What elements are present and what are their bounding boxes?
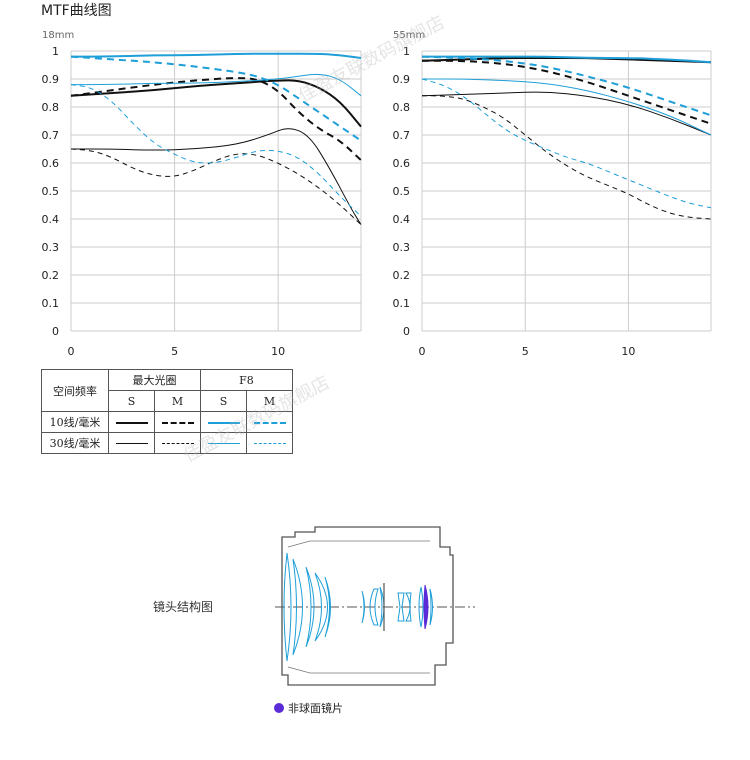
- lens-diagram-label: 镜头结构图: [153, 600, 214, 614]
- lens-element-2: [292, 558, 303, 656]
- lens-element-1: [283, 552, 292, 662]
- series-line-4: [71, 52, 362, 59]
- series-line-7: [70, 84, 362, 217]
- legend-header-max-aperture: 最大光圈: [108, 369, 201, 391]
- series-line-1: [70, 77, 362, 161]
- y-tick-label: 0.3: [42, 241, 60, 254]
- x-tick-label: 5: [522, 345, 529, 358]
- aspherical-dot-icon: [274, 703, 284, 713]
- y-tick-label: 0.8: [393, 101, 411, 114]
- lens-diagram: [275, 526, 475, 686]
- y-tick-label: 0.6: [393, 157, 411, 170]
- x-tick-label: 5: [171, 345, 178, 358]
- y-tick-label: 0.2: [42, 269, 60, 282]
- y-tick-label: 0.1: [393, 297, 411, 310]
- legend-swatch-10-max-s: [108, 411, 155, 433]
- lens-element-8: [379, 586, 385, 628]
- legend-header-frequency: 空间频率: [41, 369, 109, 412]
- page-title: MTF曲线图: [41, 3, 112, 19]
- y-tick-label: 0.2: [393, 269, 411, 282]
- y-tick-label: 0.3: [393, 241, 411, 254]
- lens-housing: [281, 526, 454, 686]
- series-line-2: [70, 128, 362, 225]
- lens-element-aspherical: [423, 584, 429, 630]
- y-tick-label: 0.1: [42, 297, 60, 310]
- lens-element-6: [361, 590, 365, 624]
- lens-element-3: [305, 566, 315, 648]
- y-tick-label: 1: [52, 45, 59, 58]
- legend-swatch-30-max-m: [154, 432, 201, 454]
- y-tick-label: 0.7: [393, 129, 411, 142]
- series-line-5: [421, 55, 712, 117]
- y-tick-label: 0.4: [393, 213, 411, 226]
- series-line-5: [70, 55, 362, 142]
- y-tick-label: 0.8: [42, 101, 60, 114]
- legend-s-max: S: [108, 390, 155, 412]
- y-tick-label: 0.5: [42, 185, 60, 198]
- legend-m-max: M: [154, 390, 201, 412]
- focal-length-label: 55mm: [393, 30, 425, 41]
- series-line-6: [71, 73, 362, 97]
- series-line-7: [421, 78, 712, 209]
- legend-s-f8: S: [200, 390, 247, 412]
- legend-header-f8: F8: [200, 369, 293, 391]
- series-line-3: [70, 148, 362, 225]
- aspherical-label: 非球面镜片: [288, 702, 343, 715]
- y-tick-label: 0.7: [42, 129, 60, 142]
- lens-element-10: [405, 592, 412, 622]
- y-tick-label: 0.9: [42, 73, 60, 86]
- series-line-3: [422, 95, 712, 220]
- lens-element-5: [324, 576, 331, 638]
- series-line-0: [70, 79, 362, 128]
- y-tick-label: 0: [52, 325, 59, 338]
- series-line-2: [421, 91, 712, 136]
- y-tick-label: 0.6: [42, 157, 60, 170]
- legend-swatch-30-f8-m: [246, 432, 293, 454]
- lens-element-9: [397, 592, 405, 622]
- focal-length-label: 18mm: [42, 30, 74, 41]
- y-tick-label: 0: [403, 325, 410, 338]
- lens-element-11: [418, 586, 424, 628]
- legend-swatch-30-f8-s: [200, 432, 247, 454]
- lens-element-12: [429, 588, 433, 626]
- lens-element-7: [369, 588, 379, 626]
- x-tick-label: 10: [621, 345, 635, 358]
- x-tick-label: 0: [419, 345, 426, 358]
- y-tick-label: 0.5: [393, 185, 411, 198]
- lens-element-4: [314, 572, 328, 642]
- x-tick-label: 10: [271, 345, 285, 358]
- legend-row-30lp: 30线/毫米: [41, 432, 109, 454]
- y-tick-label: 0.4: [42, 213, 60, 226]
- legend-row-10lp: 10线/毫米: [41, 411, 109, 433]
- aspherical-legend: 非球面镜片: [274, 700, 343, 716]
- legend-table: 空间频率 最大光圈 F8 S M S M 10线/毫米 30线/毫米: [41, 369, 293, 454]
- x-tick-label: 0: [68, 345, 75, 358]
- legend-swatch-30-max-s: [108, 432, 155, 454]
- legend-swatch-10-max-m: [154, 411, 201, 433]
- y-tick-label: 1: [403, 45, 410, 58]
- y-tick-label: 0.9: [393, 73, 411, 86]
- series-line-6: [421, 78, 712, 136]
- series-line-1: [422, 59, 712, 125]
